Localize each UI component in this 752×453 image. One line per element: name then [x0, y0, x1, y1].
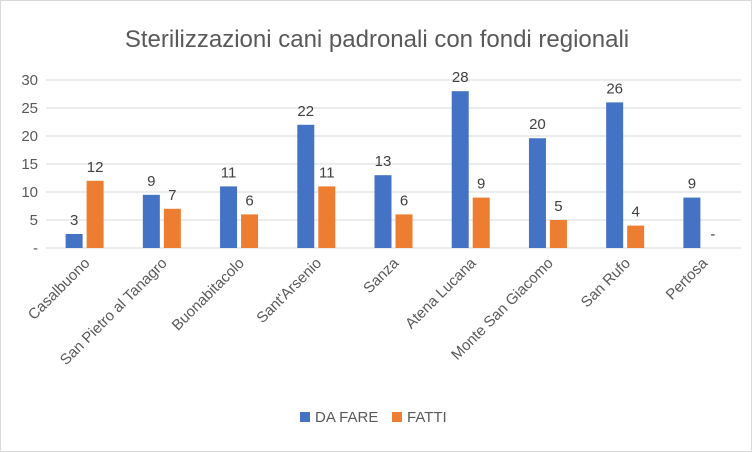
bar-da-fare — [297, 124, 315, 248]
bars — [65, 91, 701, 249]
data-label: 11 — [319, 164, 335, 181]
data-label: 5 — [554, 198, 562, 215]
bar-da-fare — [142, 194, 160, 248]
bar-da-fare — [528, 138, 546, 248]
data-label: 28 — [452, 69, 469, 86]
bar-da-fare — [451, 91, 469, 248]
bar-fatti — [241, 214, 259, 248]
bar-da-fare — [65, 234, 83, 248]
bar-da-fare — [606, 102, 624, 249]
legend-label: FATTI — [407, 409, 447, 426]
data-label: 6 — [245, 192, 253, 209]
data-label: 11 — [221, 164, 237, 181]
y-tick-label: 20 — [21, 128, 38, 145]
x-category-label: San Rufo — [578, 255, 634, 311]
legend-swatch — [392, 412, 402, 422]
x-category-label: Casalbuono — [25, 255, 94, 324]
data-label: 12 — [87, 159, 104, 176]
data-label: 7 — [168, 187, 176, 204]
data-label: 9 — [147, 173, 155, 190]
x-category-label: Pertosa — [663, 254, 712, 303]
data-label: 20 — [529, 116, 546, 133]
y-tick-label: 30 — [21, 72, 38, 89]
chart-title: Sterilizzazioni cani padronali con fondi… — [125, 26, 629, 53]
bar-da-fare — [683, 197, 701, 248]
data-label: 9 — [477, 176, 485, 193]
bar-da-fare — [220, 186, 238, 248]
legend-swatch — [300, 412, 310, 422]
data-label: 3 — [70, 212, 78, 229]
y-tick-label: 10 — [21, 184, 38, 201]
data-label: 9 — [688, 176, 696, 193]
data-label: 4 — [631, 204, 639, 221]
bar-fatti — [549, 220, 567, 248]
y-tick-label: 25 — [21, 100, 38, 117]
x-category-label: Atena Lucana — [402, 254, 480, 332]
bar-fatti — [395, 214, 413, 248]
x-category-label: Sant'Arsenio — [253, 255, 325, 327]
bar-fatti — [318, 186, 336, 248]
legend: DA FARE FATTI — [300, 409, 447, 426]
x-category-label: Buonabitacolo — [169, 255, 248, 334]
y-axis: - 5 10 15 20 25 30 — [21, 72, 38, 257]
bar-fatti — [472, 197, 490, 248]
bar-fatti — [86, 180, 104, 248]
data-label: 22 — [297, 103, 314, 120]
y-tick-label: 15 — [21, 156, 38, 173]
data-label: 26 — [606, 80, 623, 97]
gridlines — [46, 79, 741, 249]
data-label: 6 — [400, 192, 408, 209]
bar-da-fare — [374, 175, 392, 248]
y-tick-label: - — [33, 240, 38, 257]
x-category-label: Sanza — [360, 254, 403, 297]
y-tick-label: 5 — [30, 212, 38, 229]
bar-fatti — [627, 225, 645, 248]
legend-label: DA FARE — [315, 409, 378, 426]
data-label: 13 — [375, 153, 392, 170]
data-label: - — [710, 226, 715, 243]
bar-fatti — [163, 208, 181, 248]
